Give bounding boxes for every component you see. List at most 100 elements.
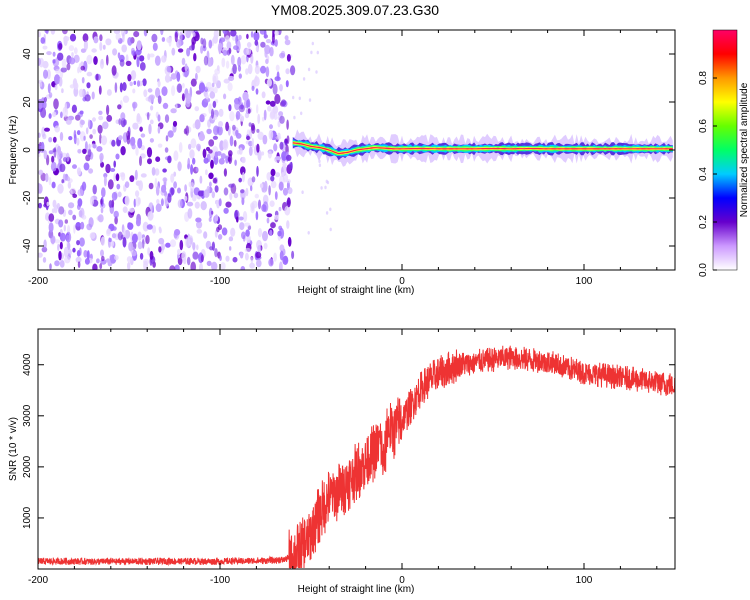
noise-speck [46, 69, 51, 80]
noise-speck [256, 143, 260, 153]
noise-speck [40, 37, 46, 44]
noise-speck [135, 196, 141, 207]
noise-speck [139, 62, 146, 71]
noise-speck [218, 158, 225, 165]
noise-speck [307, 231, 310, 235]
noise-speck [148, 123, 152, 135]
noise-speck [45, 173, 49, 183]
carrier-band [292, 142, 673, 155]
noise-speck [147, 211, 154, 221]
noise-speck [208, 103, 212, 114]
noise-speck [127, 74, 132, 82]
noise-speck [58, 206, 65, 215]
noise-speck [230, 30, 237, 37]
noise-speck [239, 114, 243, 122]
noise-speck [237, 56, 242, 67]
colorbar-tick-label: 0.2 [698, 215, 709, 229]
noise-speck [176, 83, 183, 93]
noise-speck [176, 71, 181, 82]
noise-speck [199, 175, 203, 184]
noise-speck [237, 65, 242, 72]
y-tick-label: 1000 [22, 506, 33, 529]
noise-speck [100, 249, 104, 257]
noise-speck [220, 153, 226, 160]
noise-speck [251, 124, 256, 134]
noise-speck [244, 252, 249, 261]
noise-speck [171, 85, 176, 97]
noise-speck [157, 95, 162, 104]
noise-speck [80, 65, 86, 71]
noise-speck [161, 86, 168, 97]
noise-speck [86, 54, 93, 65]
noise-speck [255, 46, 259, 52]
noise-speck [185, 30, 191, 39]
noise-speck [274, 93, 281, 105]
noise-speck [279, 244, 285, 252]
noise-speck [120, 112, 126, 121]
noise-speck [43, 96, 48, 103]
noise-speck [244, 247, 251, 253]
noise-speck [308, 98, 312, 102]
noise-speck [154, 55, 161, 66]
noise-speck [249, 128, 252, 140]
spectrogram-y-ticks: -40 -20 0 20 40 [22, 48, 675, 253]
noise-speck [132, 122, 139, 130]
noise-speck [233, 192, 239, 199]
noise-speck [196, 229, 203, 234]
noise-speck [52, 148, 56, 153]
noise-speck [190, 30, 194, 35]
noise-speck [59, 241, 63, 250]
noise-speck [268, 129, 274, 140]
noise-speck [194, 119, 201, 130]
noise-speck [157, 143, 163, 148]
noise-speck [65, 117, 72, 125]
noise-speck [46, 201, 50, 207]
noise-speck [105, 258, 111, 263]
noise-speck [251, 200, 258, 209]
noise-speck [246, 135, 251, 141]
noise-speck [184, 237, 191, 248]
noise-speck [261, 91, 266, 99]
noise-speck [117, 191, 122, 198]
noise-speck [263, 109, 267, 121]
noise-speck [132, 88, 136, 94]
noise-speck [120, 146, 126, 156]
noise-speck [151, 33, 158, 43]
noise-speck [62, 30, 68, 35]
noise-speck [266, 78, 272, 87]
x-tick-label: -100 [210, 575, 230, 586]
noise-speck [129, 175, 135, 183]
noise-speck [61, 88, 64, 94]
noise-speck [195, 65, 201, 74]
noise-speck [46, 51, 52, 56]
noise-speck [146, 112, 150, 121]
noise-speck [92, 263, 98, 270]
noise-speck [102, 44, 106, 50]
noise-speck [302, 77, 306, 81]
noise-speck [111, 226, 117, 231]
noise-speck [285, 68, 290, 75]
noise-speck [168, 38, 172, 47]
noise-speck [225, 60, 230, 69]
noise-speck [205, 81, 212, 90]
noise-speck [57, 183, 64, 194]
noise-speck [137, 241, 143, 250]
noise-speck [165, 135, 169, 142]
noise-speck [284, 39, 291, 46]
noise-speck [250, 53, 254, 64]
noise-speck [185, 93, 192, 104]
noise-speck [81, 48, 86, 53]
noise-speck [73, 224, 76, 234]
noise-speck [229, 246, 232, 251]
noise-speck [185, 125, 189, 136]
noise-speck [192, 242, 196, 251]
noise-speck [98, 85, 102, 95]
noise-speck [284, 205, 291, 216]
noise-speck [251, 176, 256, 183]
noise-speck [211, 191, 215, 199]
noise-speck [246, 47, 252, 55]
noise-speck [124, 181, 130, 189]
noise-speck [63, 246, 69, 258]
noise-speck [265, 100, 271, 105]
noise-speck [270, 180, 277, 189]
